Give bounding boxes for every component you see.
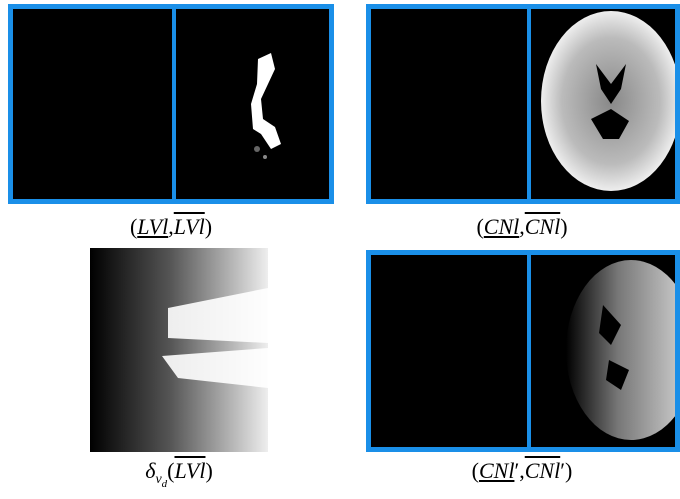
image <box>90 248 268 452</box>
caption-text: LVl <box>174 458 205 483</box>
caption: (CNl′,CNl′) <box>372 458 672 484</box>
caption-text: LVl <box>137 214 168 239</box>
image-panel <box>366 4 680 204</box>
image <box>13 9 329 199</box>
caption-text: ) <box>560 214 567 239</box>
caption-text: ) <box>205 458 212 483</box>
image-panel <box>8 4 334 204</box>
caption-text: LVl <box>174 214 205 239</box>
caption-text: ) <box>565 458 572 483</box>
image <box>371 255 675 447</box>
image-panel <box>90 248 268 452</box>
caption-text: CNl <box>525 214 560 239</box>
caption: δνd(LVl) <box>29 458 329 490</box>
caption-text: CNl <box>479 458 514 483</box>
caption-text: ( <box>476 214 483 239</box>
caption-text: ) <box>205 214 212 239</box>
caption-text: CNl <box>525 458 560 483</box>
image <box>371 9 675 199</box>
caption: (LVl,LVl) <box>21 214 321 240</box>
page: (LVl,LVl) (CNl,CNl) δνd(LVl) (CNl′,CNl′)… <box>0 0 680 499</box>
caption-text: δ <box>145 458 155 483</box>
image-panel <box>366 250 680 452</box>
caption-text: CNl <box>484 214 519 239</box>
caption-text: ( <box>472 458 479 483</box>
caption: (CNl,CNl) <box>372 214 672 240</box>
